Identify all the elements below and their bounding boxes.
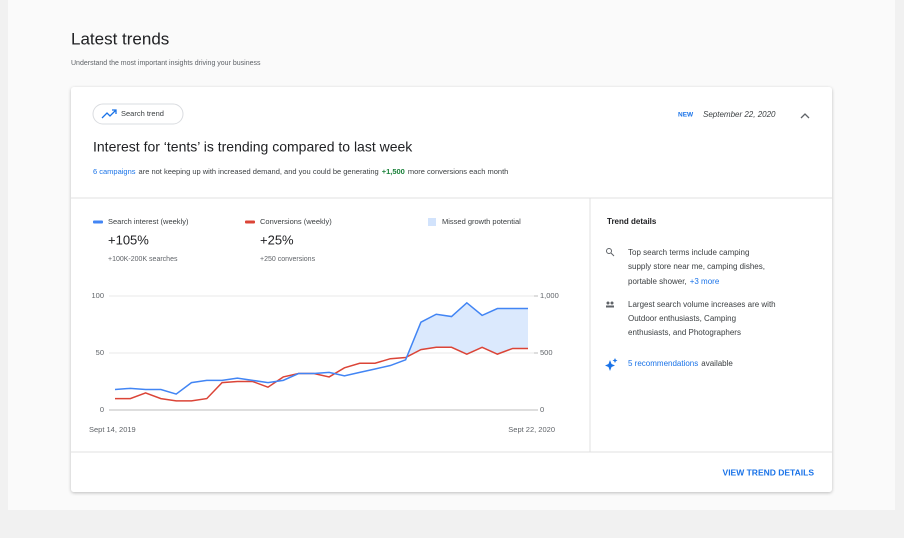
missed-growth-area bbox=[405, 302, 528, 360]
y-tick-label: 50 bbox=[96, 348, 104, 357]
detail-line: 5 recommendations available bbox=[628, 359, 733, 368]
date: September 22, 2020 bbox=[703, 110, 776, 119]
y2-tick-label: 0 bbox=[540, 405, 544, 414]
summary-highlight: +1,500 bbox=[382, 167, 405, 176]
page-subtitle: Understand the most important insights d… bbox=[71, 60, 261, 67]
y-tick-label: 0 bbox=[100, 405, 104, 414]
stat-note: +100K-200K searches bbox=[108, 256, 178, 263]
legend-label: Missed growth potential bbox=[442, 217, 521, 226]
summary-end: more conversions each month bbox=[408, 167, 508, 176]
series-line bbox=[115, 346, 528, 402]
series-line bbox=[114, 301, 528, 395]
summary-text: are not keeping up with increased demand… bbox=[139, 167, 379, 176]
detail-link[interactable]: +3 more bbox=[690, 277, 720, 286]
chart: 0 50 100 0 500 1,000 Sept 14, 2019 Sept 22, 202… bbox=[89, 217, 559, 434]
legend-swatch bbox=[93, 220, 103, 224]
stat-note: +250 conversions bbox=[260, 256, 316, 263]
chip[interactable] bbox=[92, 103, 184, 125]
trend-icon bbox=[101, 109, 117, 119]
people-icon bbox=[606, 301, 614, 308]
card bbox=[71, 87, 832, 492]
sparkle-icon bbox=[605, 358, 618, 371]
detail-line: Top search terms include camping bbox=[628, 248, 749, 257]
x-tick-label: Sept 22, 2020 bbox=[508, 425, 555, 434]
stat-value: +25% bbox=[260, 232, 294, 247]
headline: Interest for ‘tents’ is trending compare… bbox=[93, 139, 413, 155]
x-tick-label: Sept 14, 2019 bbox=[89, 425, 136, 434]
y2-tick-label: 500 bbox=[540, 348, 553, 357]
detail-line: portable shower, +3 more bbox=[628, 277, 720, 286]
legend-label: Search interest (weekly) bbox=[108, 217, 189, 226]
detail-line: enthusiasts, and Photographers bbox=[628, 328, 741, 337]
detail-text: available bbox=[701, 359, 733, 368]
legend-label: Conversions (weekly) bbox=[260, 217, 332, 226]
legend-swatch bbox=[428, 218, 436, 226]
search-icon bbox=[606, 248, 615, 257]
page-title: Latest trends bbox=[71, 29, 169, 48]
detail-text: portable shower, bbox=[628, 277, 687, 286]
y2-tick-label: 1,000 bbox=[540, 291, 559, 300]
detail-line: Largest search volume increases are with bbox=[628, 300, 776, 309]
legend-swatch bbox=[245, 220, 255, 224]
new-badge: NEW bbox=[678, 112, 694, 119]
collapse-icon[interactable] bbox=[800, 113, 810, 119]
y-tick-label: 100 bbox=[91, 291, 104, 300]
detail-line: supply store near me, camping dishes, bbox=[628, 262, 765, 271]
view-details-button[interactable]: VIEW TREND DETAILS bbox=[723, 467, 815, 477]
stat-value: +105% bbox=[108, 232, 149, 247]
detail-line: Outdoor enthusiasts, Camping bbox=[628, 314, 736, 323]
chip-label: Search trend bbox=[121, 109, 164, 118]
summary-link[interactable]: 6 campaigns bbox=[93, 167, 136, 176]
details-title: Trend details bbox=[607, 217, 657, 226]
detail-link[interactable]: 5 recommendations bbox=[628, 359, 698, 368]
summary: 6 campaigns are not keeping up with incre… bbox=[93, 167, 508, 176]
